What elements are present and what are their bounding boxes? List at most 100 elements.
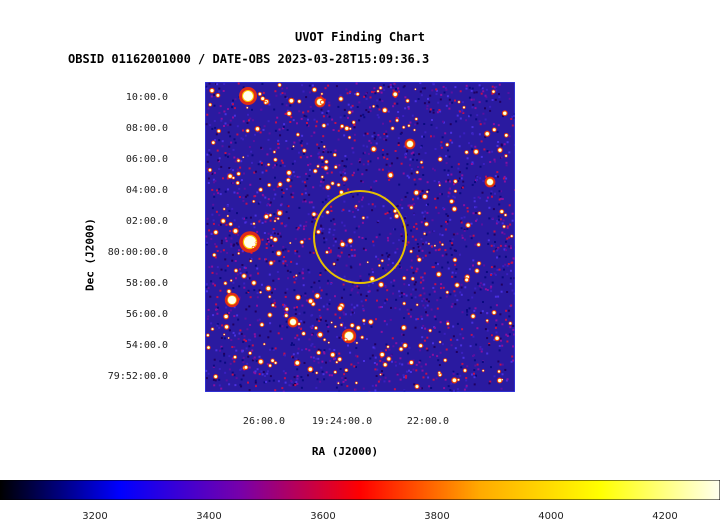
star (228, 337, 230, 339)
star (342, 329, 356, 343)
star (457, 378, 460, 381)
star (426, 190, 429, 193)
star (457, 100, 460, 103)
star (453, 179, 458, 184)
star (492, 310, 497, 315)
star (325, 250, 329, 254)
star (441, 243, 444, 246)
star (401, 325, 407, 331)
star (415, 117, 419, 121)
star (277, 83, 281, 87)
star (237, 252, 240, 255)
star (378, 282, 384, 288)
star (252, 246, 255, 249)
star (255, 126, 261, 132)
star (226, 289, 231, 294)
star (478, 211, 482, 215)
star (482, 369, 485, 372)
star (463, 368, 467, 372)
star (330, 352, 336, 358)
star (225, 293, 239, 307)
y-tick-label: 54:00.0 (58, 340, 168, 351)
star (316, 165, 319, 168)
star (337, 357, 342, 362)
star (477, 261, 482, 266)
x-tick-label: 22:00.0 (383, 416, 473, 427)
star (382, 107, 388, 113)
star (316, 230, 321, 235)
star (405, 139, 416, 150)
star (249, 259, 252, 262)
star (252, 200, 255, 203)
star (356, 325, 361, 330)
star (407, 124, 410, 127)
star (451, 377, 457, 383)
star (208, 168, 212, 172)
star (347, 238, 353, 244)
y-tick-label: 04:00.0 (58, 185, 168, 196)
star (277, 217, 280, 220)
star (497, 147, 503, 153)
star (320, 100, 325, 105)
star (379, 373, 381, 375)
star (416, 303, 419, 306)
star (212, 253, 216, 257)
star (486, 319, 489, 322)
star (328, 341, 330, 343)
star (414, 384, 419, 389)
star (504, 154, 507, 157)
star (292, 145, 294, 147)
star (258, 92, 262, 96)
star (278, 182, 283, 187)
star (446, 322, 450, 326)
colorbar-gradient (0, 480, 720, 500)
star (379, 86, 383, 90)
star (324, 160, 328, 164)
star (464, 277, 469, 282)
star (422, 194, 428, 200)
star (443, 358, 447, 362)
star (340, 323, 343, 326)
star (285, 307, 290, 312)
star (340, 241, 346, 247)
star (260, 96, 265, 101)
star (355, 381, 358, 384)
star (386, 356, 391, 361)
star (323, 165, 328, 170)
star (371, 146, 377, 152)
star (220, 218, 226, 224)
star (288, 98, 294, 104)
star (277, 210, 283, 216)
star (337, 183, 341, 187)
star (348, 110, 352, 114)
star (423, 232, 426, 235)
star (307, 366, 313, 372)
star (348, 136, 351, 139)
star (413, 190, 419, 196)
star (258, 359, 264, 365)
star (352, 120, 356, 124)
y-tick-label: 10:00.0 (58, 92, 168, 103)
star (239, 87, 257, 105)
star (314, 293, 320, 299)
star (499, 209, 504, 214)
star (381, 259, 384, 262)
star (286, 111, 292, 117)
sky-image[interactable] (205, 82, 515, 392)
star (502, 225, 506, 229)
star (252, 222, 255, 225)
star (223, 281, 227, 285)
star (267, 312, 272, 317)
star (454, 189, 458, 193)
star (438, 157, 443, 162)
star (295, 274, 298, 277)
star (234, 268, 238, 272)
star (315, 371, 318, 374)
star (402, 276, 406, 280)
star (300, 240, 305, 245)
star (295, 294, 301, 300)
star (314, 326, 318, 330)
star (320, 156, 324, 160)
star (258, 187, 263, 192)
star (338, 96, 343, 101)
